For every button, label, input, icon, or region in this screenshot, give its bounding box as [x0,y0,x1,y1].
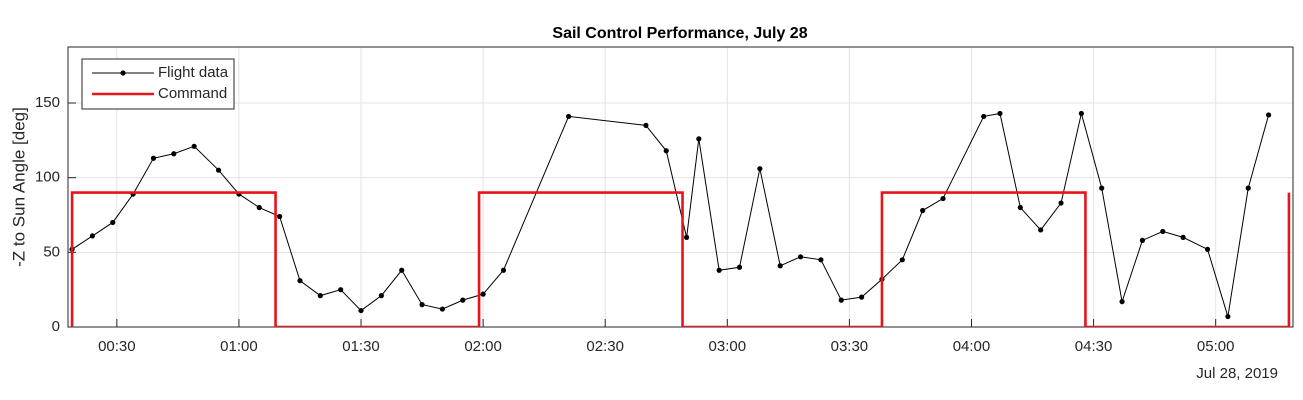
data-point [297,278,303,284]
data-point [643,122,649,128]
data-point [1204,246,1211,252]
data-point [565,113,572,120]
x-tick-label: 02:00 [464,338,502,355]
x-tick-label: 04:00 [953,338,991,355]
data-point [777,263,783,269]
data-point [716,267,722,273]
data-point [460,297,466,303]
data-point [399,267,405,273]
data-point [859,294,865,300]
data-point [1119,299,1125,305]
y-tick-label: 150 [35,94,60,111]
y-tick-label: 50 [43,243,60,260]
x-tick-label: 03:30 [831,338,869,355]
data-point [1139,237,1146,243]
data-point [1160,228,1166,235]
data-point [439,306,446,312]
y-tick-label: 100 [35,169,60,186]
chart-title: Sail Control Performance, July 28 [552,25,807,42]
data-point [1225,313,1231,320]
legend-marker [120,70,126,76]
data-point [191,143,197,149]
data-point [997,110,1003,117]
data-point [757,166,763,172]
data-point [150,155,157,161]
x-tick-label: 04:30 [1075,338,1113,355]
data-point [696,136,702,142]
data-point [818,257,824,263]
x-tick-label: 05:00 [1197,338,1235,355]
plot-frame [67,46,1294,328]
data-point [378,293,384,299]
data-point [1245,185,1251,191]
data-point [317,293,323,299]
data-point [1058,200,1064,206]
data-point [797,254,804,260]
data-point [736,264,743,270]
data-point [1265,112,1272,118]
legend-box [81,58,235,110]
data-point [500,267,507,273]
data-point [899,257,905,263]
data-point [1180,234,1186,240]
data-point [358,307,364,314]
data-point [419,302,425,308]
data-point [920,207,926,214]
data-point [171,151,177,157]
data-point [256,204,262,211]
legend-label: Flight data [158,64,229,81]
data-point [981,113,987,120]
y-axis-label: -Z to Sun Angle [deg] [9,107,28,267]
data-point [338,287,344,293]
data-point [663,148,669,154]
data-point [215,167,222,173]
data-point [110,219,116,226]
data-point [940,195,946,202]
legend-label: Command [158,85,227,102]
x-tick-label: 00:30 [98,338,136,355]
data-point [838,297,844,303]
x-axis-sublabel: Jul 28, 2019 [1196,365,1278,382]
x-tick-label: 03:00 [709,338,747,355]
y-tick-label: 0 [52,318,60,335]
x-tick-label: 01:30 [342,338,380,355]
series-line [71,112,1270,317]
x-tick-label: 01:00 [220,338,258,355]
data-point [277,213,283,220]
data-point [1078,110,1084,117]
series-line [70,191,1291,327]
data-point [480,291,486,297]
data-point [1099,185,1105,191]
data-point [1038,227,1044,233]
data-point [684,234,690,240]
data-point [89,233,96,239]
x-tick-label: 02:30 [586,338,624,355]
data-point [1017,204,1023,211]
